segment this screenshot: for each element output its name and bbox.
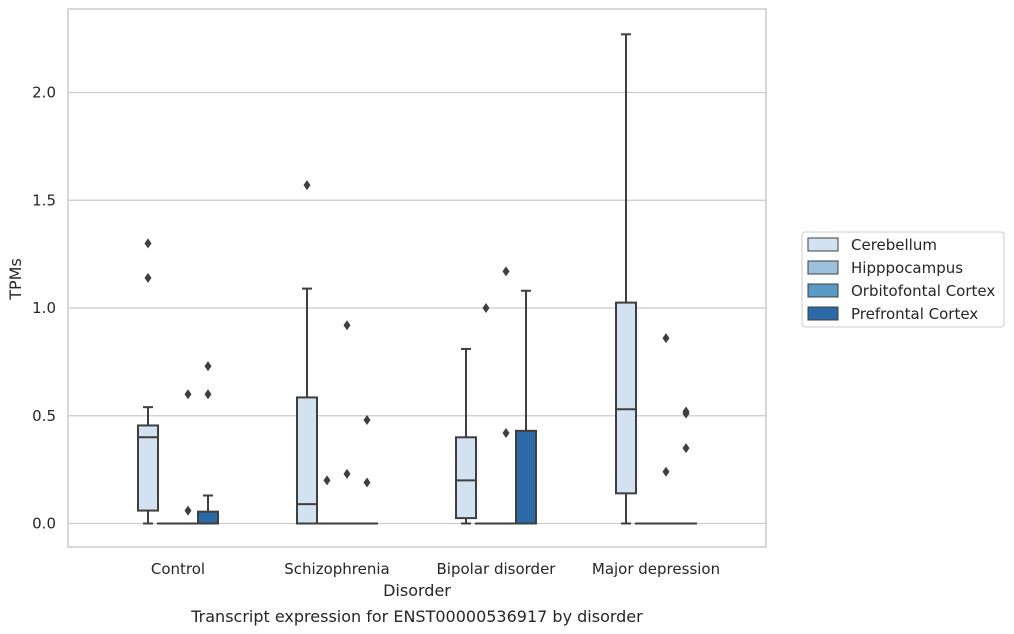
gridlines: [68, 91, 766, 525]
legend-label: Prefrontal Cortex: [851, 305, 978, 323]
outlier-point: [502, 427, 510, 438]
legend: Cerebellum Hipppocampus Orbitofontal Corte…: [801, 231, 1005, 328]
y-tick-label: 0.5: [32, 407, 56, 425]
outlier-point: [502, 266, 510, 277]
outlier-point: [682, 443, 690, 454]
outlier-point: [204, 361, 212, 372]
outlier-point: [343, 468, 351, 479]
legend-label: Orbitofontal Cortex: [851, 282, 995, 300]
legend-swatch: [807, 260, 839, 275]
y-axis-title: TPMs: [6, 258, 25, 301]
y-axis-ticks: 0.0 0.5 1.0 1.5 2.0: [32, 84, 56, 533]
x-axis-title: Disorder: [383, 581, 451, 600]
outlier-point: [204, 389, 212, 400]
box-body: [515, 429, 537, 525]
series-group: [197, 289, 697, 525]
box-body: [455, 436, 477, 520]
box-body: [296, 396, 318, 525]
outlier-point: [662, 466, 670, 477]
outlier-point: [303, 180, 311, 191]
x-tick-label: Schizophrenia: [284, 560, 389, 578]
y-tick-label: 2.0: [32, 84, 56, 102]
outlier-point: [184, 389, 192, 400]
legend-label: Cerebellum: [851, 236, 937, 254]
outlier-point: [682, 406, 690, 417]
box-body: [197, 510, 219, 525]
outlier-point: [482, 303, 490, 313]
box-body: [137, 424, 159, 512]
y-tick-label: 1.0: [32, 299, 56, 317]
y-tick-label: 0.0: [32, 515, 56, 533]
series-group: [157, 303, 657, 525]
legend-swatch: [807, 237, 839, 252]
series-group: [137, 33, 637, 525]
box-body: [615, 301, 637, 495]
legend-swatch: [807, 306, 839, 321]
y-tick-label: 1.5: [32, 191, 56, 209]
outlier-point: [363, 415, 371, 426]
legend-frame: [801, 231, 1005, 328]
outlier-point: [662, 333, 670, 344]
legend-swatch: [807, 283, 839, 298]
series-group: [177, 266, 677, 525]
x-tick-label: Bipolar disorder: [437, 560, 557, 578]
outlier-point: [144, 272, 152, 283]
box-series-layer: [137, 33, 697, 525]
outlier-point: [323, 475, 331, 486]
outlier-point: [343, 320, 351, 331]
outlier-point: [144, 238, 152, 249]
chart-caption: Transcript expression for ENST0000053691…: [190, 607, 643, 626]
x-tick-label: Major depression: [592, 560, 720, 578]
outlier-point: [184, 505, 192, 516]
x-axis-ticks: Control Schizophrenia Bipolar disorder Majo…: [151, 560, 720, 578]
legend-label: Hipppocampus: [851, 259, 963, 277]
plot-frame: [67, 8, 767, 548]
outlier-point: [363, 477, 371, 488]
x-tick-label: Control: [151, 560, 205, 578]
